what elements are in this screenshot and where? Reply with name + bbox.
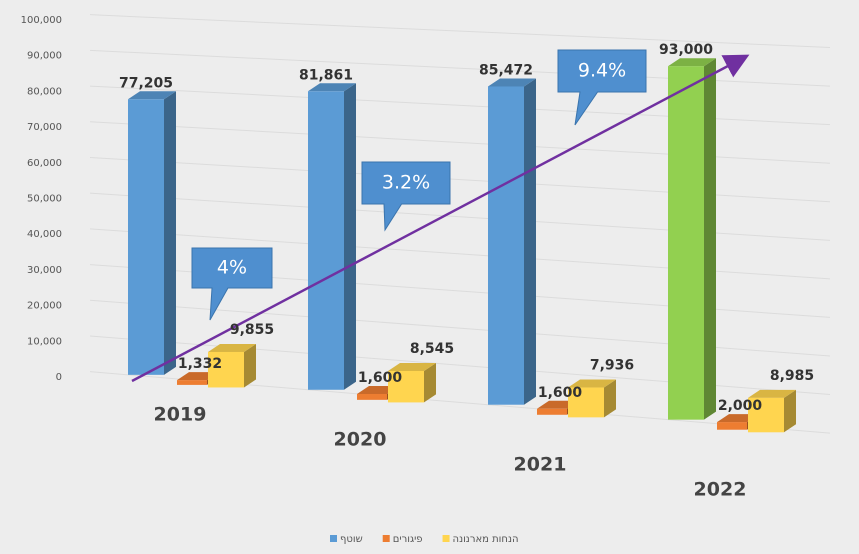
bar-top — [488, 78, 536, 87]
callout — [191, 247, 273, 321]
value-label: 1,600 — [538, 385, 583, 401]
bar-side — [704, 58, 716, 420]
value-label: 93,000 — [659, 42, 713, 58]
bar-top — [668, 58, 716, 67]
bar — [488, 86, 524, 405]
bar — [388, 370, 424, 403]
y-tick-label: 10,000 — [27, 336, 62, 347]
y-tick-label: 30,000 — [27, 265, 62, 276]
bar-top — [388, 362, 436, 371]
bar — [177, 380, 207, 385]
legend-label: פיגורים — [393, 534, 423, 545]
legend-label: הנחות מארנונה — [453, 534, 519, 545]
grid-line — [89, 192, 831, 241]
bar-top — [308, 83, 356, 92]
y-tick-label: 0 — [56, 372, 62, 383]
value-label: 1,332 — [178, 356, 222, 372]
bar-top — [128, 91, 176, 100]
grid-line — [89, 49, 831, 87]
bar — [568, 387, 604, 418]
y-tick-label: 100,000 — [21, 15, 62, 26]
legend-swatch — [330, 535, 337, 542]
trend-arrow — [131, 54, 750, 383]
value-label: 9,855 — [230, 322, 274, 338]
bar-side — [344, 83, 356, 390]
value-label: 77,205 — [119, 75, 173, 91]
y-tick-label: 40,000 — [27, 229, 62, 240]
bar-side — [244, 343, 256, 388]
value-label: 7,936 — [590, 358, 634, 374]
value-label: 81,861 — [299, 67, 353, 83]
bar — [537, 408, 567, 415]
y-tick-label: 70,000 — [27, 122, 62, 133]
bar — [668, 66, 704, 420]
bar-top — [208, 343, 256, 352]
grid-line — [89, 121, 831, 164]
y-tick-label: 60,000 — [27, 158, 62, 169]
x-tick-label: 2019 — [154, 404, 207, 426]
bar-side — [604, 379, 616, 418]
legend-label: שוטף — [340, 534, 363, 545]
value-label: 2,000 — [718, 398, 763, 414]
x-tick-label: 2022 — [694, 479, 747, 501]
value-label: 8,985 — [770, 368, 814, 384]
callout — [361, 161, 451, 232]
y-tick-label: 80,000 — [27, 86, 62, 97]
y-tick-label: 90,000 — [27, 51, 62, 62]
bar — [717, 422, 747, 430]
annotation: 3.2% — [382, 172, 430, 194]
y-tick-label: 50,000 — [27, 194, 62, 205]
annotation: 4% — [217, 257, 247, 279]
bar-top — [568, 379, 616, 388]
grid-line — [89, 14, 831, 49]
x-tick-label: 2020 — [334, 429, 387, 451]
legend-swatch — [442, 535, 450, 542]
y-tick-label: 20,000 — [27, 301, 62, 312]
value-label: 8,545 — [410, 341, 454, 357]
value-label: 1,600 — [358, 370, 403, 386]
callout — [557, 49, 647, 126]
bar — [748, 397, 784, 433]
bar — [357, 393, 387, 400]
legend-swatch — [382, 535, 390, 542]
value-label: 85,472 — [479, 62, 533, 78]
bar-top — [748, 389, 796, 398]
bar — [308, 91, 344, 390]
bar — [208, 351, 244, 388]
grid-line — [89, 156, 831, 203]
bar-side — [524, 78, 536, 405]
annotation: 9.4% — [578, 60, 626, 82]
grid-line — [89, 299, 831, 357]
bar-side — [424, 362, 436, 403]
grid-line — [89, 85, 831, 126]
bar-side — [784, 389, 796, 433]
bar-side — [164, 91, 176, 375]
x-tick-label: 2021 — [514, 454, 567, 476]
bar — [128, 99, 164, 375]
